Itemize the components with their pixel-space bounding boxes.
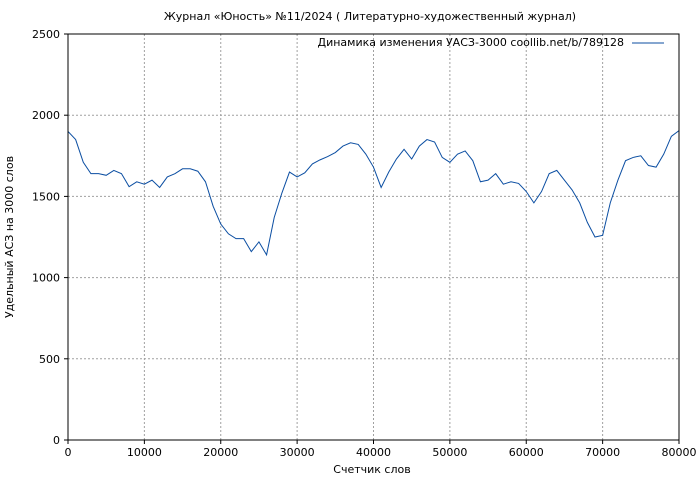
x-axis-ticks: 0 10000 20000 30000 40000 50000 60000 70000 8000… — [65, 440, 697, 459]
x-tick-label: 70000 — [585, 446, 620, 459]
legend: Динамика изменения УАСЗ-3000 coollib.net… — [318, 36, 664, 49]
y-axis-ticks: 0 500 1000 1500 2000 2500 — [32, 28, 68, 447]
y-tick-label: 500 — [39, 353, 60, 366]
x-tick-label: 40000 — [356, 446, 391, 459]
legend-entry-label: Динамика изменения УАСЗ-3000 coollib.net… — [318, 36, 625, 49]
y-tick-label: 2000 — [32, 109, 60, 122]
x-tick-label: 10000 — [127, 446, 162, 459]
x-tick-label: 80000 — [662, 446, 697, 459]
y-axis-label: Удельный АСЗ на 3000 слов — [3, 156, 16, 318]
x-tick-label: 50000 — [432, 446, 467, 459]
x-tick-label: 20000 — [203, 446, 238, 459]
x-tick-label: 0 — [65, 446, 72, 459]
x-tick-label: 60000 — [509, 446, 544, 459]
grid — [68, 34, 679, 440]
x-tick-label: 30000 — [280, 446, 315, 459]
y-tick-label: 2500 — [32, 28, 60, 41]
x-axis-label: Счетчик слов — [333, 463, 410, 476]
y-tick-label: 1500 — [32, 190, 60, 203]
y-tick-label: 1000 — [32, 272, 60, 285]
series-line — [67, 130, 680, 257]
y-tick-label: 0 — [53, 434, 60, 447]
series-layer — [67, 130, 680, 257]
chart-title: Журнал «Юность» №11/2024 ( Литературно-х… — [164, 10, 576, 23]
